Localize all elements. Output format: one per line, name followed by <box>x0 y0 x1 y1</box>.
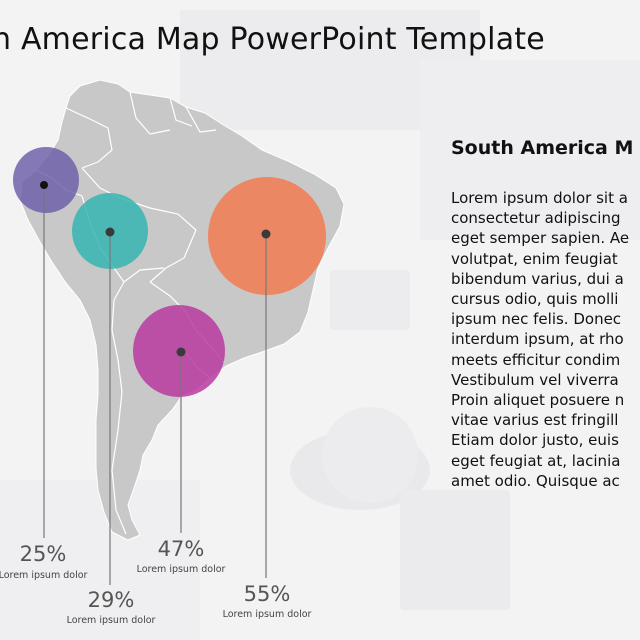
marker-dot <box>40 181 48 189</box>
body-line: vitae varius est fringill <box>451 411 619 430</box>
body-line: bibendum varius, dui a <box>451 269 624 288</box>
percent-label-47: 47% <box>157 537 205 561</box>
body-line: eget semper sapien. Ae <box>451 229 630 248</box>
marker-group-29[interactable] <box>72 193 148 585</box>
side-panel-heading: South America M <box>451 137 634 159</box>
marker-group-47[interactable] <box>133 305 225 533</box>
page-title: h America Map PowerPoint Template <box>0 22 545 57</box>
body-line: eget feugiat at, lacinia <box>451 451 621 470</box>
body-line: Proin aliquet posuere n <box>451 391 625 410</box>
body-line: Etiam dolor justo, euis <box>451 431 619 450</box>
caption-label-29: Lorem ipsum dolor <box>66 615 156 626</box>
body-line: ipsum nec felis. Donec <box>451 310 622 329</box>
side-panel-body: Lorem ipsum dolor sit a consectetur adip… <box>451 188 640 491</box>
body-line: Lorem ipsum dolor sit a <box>451 189 628 207</box>
body-line: volutpat, enim feugiat <box>451 249 618 268</box>
marker-group-55[interactable] <box>208 177 326 578</box>
marker-dot <box>261 229 271 239</box>
caption-label-55: Lorem ipsum dolor <box>222 609 312 620</box>
body-line: meets efficitur condim <box>451 350 621 369</box>
body-line: Vestibulum vel viverra <box>451 370 619 389</box>
percent-label-55: 55% <box>243 582 291 606</box>
caption-label-47: Lorem ipsum dolor <box>136 564 226 575</box>
body-line: amet odio. Quisque ac <box>451 471 620 490</box>
marker-bubble <box>13 147 79 213</box>
marker-dot <box>105 227 115 237</box>
percent-label-25: 25% <box>19 542 67 566</box>
body-line: consectetur adipiscing <box>451 209 621 228</box>
body-line: interdum ipsum, at rho <box>451 330 624 349</box>
marker-dot <box>176 347 186 357</box>
percent-label-29: 29% <box>87 588 135 612</box>
body-line: cursus odio, quis molli <box>451 290 619 309</box>
caption-label-25: Lorem ipsum dolor <box>0 570 88 581</box>
marker-group-25[interactable] <box>13 147 79 538</box>
